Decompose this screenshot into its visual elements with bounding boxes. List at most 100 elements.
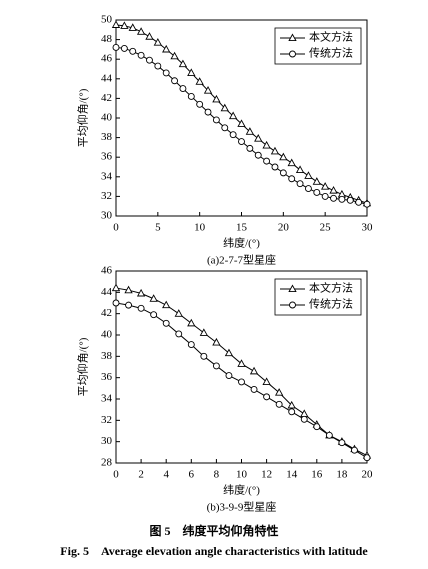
- marker: [203, 86, 213, 94]
- marker: [111, 20, 121, 28]
- marker: [125, 301, 133, 309]
- marker: [288, 175, 296, 183]
- marker: [237, 119, 246, 127]
- marker: [289, 50, 296, 58]
- y-tick-label: 42: [101, 92, 112, 104]
- marker: [289, 301, 296, 309]
- marker: [304, 171, 313, 179]
- marker: [224, 348, 234, 357]
- y-tick-label: 32: [101, 414, 112, 426]
- marker: [250, 385, 258, 393]
- marker: [129, 47, 137, 55]
- marker: [212, 362, 220, 370]
- y-tick-label: 48: [101, 33, 113, 45]
- marker: [271, 163, 279, 171]
- marker: [363, 454, 371, 462]
- marker: [313, 189, 321, 196]
- marker: [187, 341, 195, 349]
- marker: [355, 198, 363, 206]
- marker: [212, 337, 221, 346]
- marker: [221, 124, 229, 132]
- marker: [238, 138, 245, 145]
- x-tick-label: 0: [113, 469, 119, 481]
- y-tick-label: 30: [101, 435, 113, 447]
- marker: [300, 415, 308, 423]
- marker: [196, 100, 204, 108]
- marker: [287, 158, 296, 167]
- x-tick-label: 16: [311, 469, 323, 481]
- marker: [212, 116, 220, 124]
- marker: [145, 32, 154, 40]
- y-tick-label: 46: [101, 265, 113, 277]
- marker: [275, 400, 283, 408]
- y-tick-label: 34: [101, 393, 113, 405]
- y-tick-label: 42: [101, 307, 112, 319]
- x-axis-label: 纬度/(°): [223, 236, 260, 250]
- marker: [321, 192, 329, 200]
- x-tick-label: 6: [189, 469, 195, 481]
- marker: [162, 319, 170, 327]
- x-tick-label: 20: [278, 222, 290, 234]
- marker: [245, 127, 255, 135]
- x-tick-label: 10: [194, 222, 206, 234]
- marker: [112, 43, 120, 51]
- marker: [329, 185, 338, 194]
- marker: [204, 108, 212, 116]
- marker: [237, 359, 246, 367]
- y-tick-label: 44: [101, 286, 113, 298]
- marker: [296, 180, 304, 188]
- marker: [263, 393, 271, 401]
- marker: [263, 157, 271, 165]
- marker: [338, 439, 346, 447]
- marker: [238, 378, 245, 386]
- marker: [351, 446, 358, 454]
- marker: [120, 44, 128, 52]
- marker: [363, 200, 371, 208]
- marker: [288, 284, 297, 293]
- legend-label: 传统方法: [309, 46, 353, 60]
- marker: [162, 69, 170, 77]
- y-tick-label: 36: [101, 371, 113, 383]
- marker: [200, 352, 208, 360]
- marker: [295, 165, 305, 173]
- marker: [287, 400, 296, 409]
- marker: [313, 423, 321, 431]
- marker: [137, 51, 145, 59]
- legend-label: 本文方法: [309, 30, 353, 44]
- x-tick-label: 30: [362, 222, 374, 234]
- marker: [128, 23, 137, 31]
- y-tick-label: 36: [101, 151, 113, 163]
- marker: [254, 134, 263, 142]
- marker: [279, 169, 287, 177]
- y-tick-label: 46: [101, 53, 113, 65]
- y-tick-label: 28: [101, 457, 113, 469]
- marker: [338, 195, 346, 203]
- marker: [136, 288, 146, 297]
- marker: [254, 151, 262, 159]
- marker: [288, 408, 296, 416]
- marker: [175, 330, 183, 338]
- marker: [199, 328, 209, 336]
- marker: [137, 304, 145, 312]
- x-tick-label: 14: [286, 469, 298, 481]
- y-tick-label: 34: [101, 170, 113, 182]
- x-tick-label: 4: [163, 469, 169, 481]
- x-tick-label: 25: [320, 222, 332, 234]
- marker: [187, 92, 195, 100]
- x-tick-label: 15: [236, 222, 248, 234]
- caption-en: Fig. 5 Average elevation angle character…: [60, 544, 368, 558]
- legend-box: [274, 278, 362, 316]
- marker: [330, 194, 337, 202]
- marker: [288, 33, 297, 42]
- x-tick-label: 10: [236, 469, 248, 481]
- marker: [312, 177, 321, 185]
- marker: [229, 131, 237, 139]
- subtitle: (b)3-9-9型星座: [207, 500, 277, 514]
- y-tick-label: 32: [101, 190, 112, 202]
- marker: [246, 144, 254, 152]
- y-tick-label: 38: [101, 350, 113, 362]
- marker: [170, 51, 179, 60]
- marker: [162, 44, 171, 53]
- x-axis-label: 纬度/(°): [223, 483, 260, 497]
- marker: [187, 318, 196, 327]
